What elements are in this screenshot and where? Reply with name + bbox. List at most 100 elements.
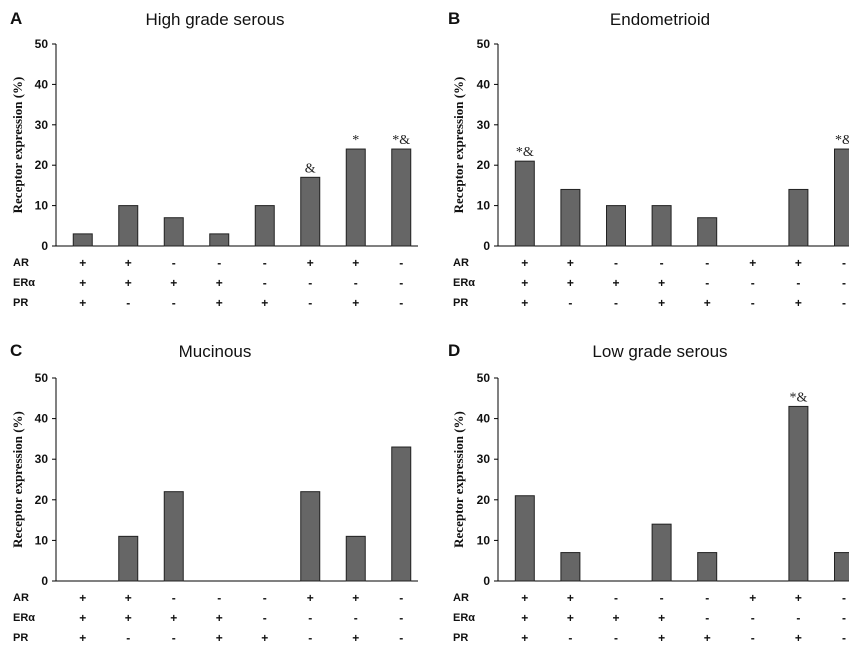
sign-ERα-8: - bbox=[399, 276, 403, 290]
sign-ERα-6: - bbox=[308, 611, 312, 625]
bar-4 bbox=[651, 523, 672, 582]
bar-4 bbox=[209, 233, 230, 247]
bar-7 bbox=[788, 405, 809, 582]
bar-1 bbox=[514, 160, 535, 247]
panel-letter: A bbox=[10, 9, 22, 28]
y-tick-label: 30 bbox=[35, 118, 49, 132]
y-tick-label: 30 bbox=[477, 118, 491, 132]
bar-8 bbox=[834, 148, 849, 247]
y-tick-label: 50 bbox=[35, 37, 49, 51]
sign-ERα-4: + bbox=[216, 276, 223, 290]
significance-annotation: * bbox=[352, 133, 359, 148]
row-label-ERα: ERα bbox=[453, 277, 475, 289]
y-tick-label: 10 bbox=[477, 199, 491, 213]
y-tick-label: 20 bbox=[477, 493, 491, 507]
sign-ERα-6: - bbox=[751, 276, 755, 290]
y-tick-label: 30 bbox=[35, 452, 49, 466]
bar-1 bbox=[514, 495, 535, 582]
y-tick-label: 40 bbox=[35, 412, 49, 426]
sign-AR-5: - bbox=[705, 591, 709, 605]
sign-AR-3: - bbox=[614, 591, 618, 605]
sign-PR-3: - bbox=[172, 296, 176, 310]
sign-ERα-3: + bbox=[612, 611, 619, 625]
y-tick-label: 0 bbox=[41, 574, 48, 588]
sign-PR-5: + bbox=[261, 631, 268, 645]
sign-PR-5: + bbox=[704, 296, 711, 310]
y-tick-label: 0 bbox=[41, 239, 48, 253]
sign-ERα-3: + bbox=[170, 611, 177, 625]
row-label-AR: AR bbox=[13, 592, 29, 604]
bar-3 bbox=[163, 217, 184, 247]
sign-ERα-5: - bbox=[263, 276, 267, 290]
sign-AR-4: - bbox=[660, 591, 664, 605]
y-axis-label: Receptor expression (%) bbox=[451, 411, 466, 548]
bar-2 bbox=[118, 205, 139, 247]
y-tick-label: 0 bbox=[483, 239, 490, 253]
sign-AR-2: + bbox=[125, 256, 132, 270]
sign-PR-6: - bbox=[308, 631, 312, 645]
y-tick-label: 10 bbox=[35, 199, 49, 213]
y-axis-label: Receptor expression (%) bbox=[10, 411, 25, 548]
sign-ERα-6: - bbox=[751, 611, 755, 625]
bar-3 bbox=[606, 205, 626, 247]
y-tick-label: 30 bbox=[477, 452, 491, 466]
panel-letter: D bbox=[448, 341, 460, 360]
significance-annotation: *& bbox=[516, 145, 534, 160]
row-label-PR: PR bbox=[453, 632, 468, 644]
sign-ERα-7: - bbox=[796, 611, 800, 625]
bar-2 bbox=[560, 188, 581, 247]
sign-PR-4: + bbox=[658, 631, 665, 645]
y-tick-label: 20 bbox=[477, 158, 491, 172]
sign-AR-3: - bbox=[172, 591, 176, 605]
sign-AR-7: + bbox=[795, 591, 802, 605]
row-label-ERα: ERα bbox=[13, 612, 35, 624]
row-label-PR: PR bbox=[13, 297, 28, 309]
sign-PR-1: + bbox=[521, 631, 528, 645]
sign-ERα-1: + bbox=[79, 611, 86, 625]
sign-PR-1: + bbox=[521, 296, 528, 310]
sign-ERα-5: - bbox=[705, 611, 709, 625]
row-label-ERα: ERα bbox=[13, 277, 35, 289]
panel-title: Endometrioid bbox=[610, 10, 710, 29]
sign-ERα-7: - bbox=[354, 611, 358, 625]
sign-AR-2: + bbox=[567, 256, 574, 270]
panel-d: D Low grade serous Receptor expression (%)… bbox=[448, 341, 849, 645]
sign-ERα-8: - bbox=[399, 611, 403, 625]
panel-letter: B bbox=[448, 9, 460, 28]
sign-AR-2: + bbox=[125, 591, 132, 605]
bar-7 bbox=[788, 188, 809, 247]
sign-AR-2: + bbox=[567, 591, 574, 605]
sign-PR-8: - bbox=[399, 631, 403, 645]
bar-8 bbox=[391, 446, 412, 582]
sign-AR-8: - bbox=[842, 591, 846, 605]
sign-AR-4: - bbox=[660, 256, 664, 270]
sign-ERα-2: + bbox=[125, 276, 132, 290]
sign-ERα-2: + bbox=[567, 276, 574, 290]
sign-PR-2: - bbox=[126, 631, 130, 645]
sign-AR-8: - bbox=[399, 256, 403, 270]
row-label-ERα: ERα bbox=[453, 612, 475, 624]
significance-annotation: *& bbox=[392, 133, 410, 148]
bar-6 bbox=[300, 491, 321, 582]
bar-3 bbox=[163, 491, 184, 582]
sign-AR-8: - bbox=[842, 256, 846, 270]
y-tick-label: 20 bbox=[35, 158, 49, 172]
significance-annotation: & bbox=[305, 161, 316, 176]
sign-ERα-7: - bbox=[796, 276, 800, 290]
sign-AR-7: + bbox=[795, 256, 802, 270]
sign-PR-8: - bbox=[399, 296, 403, 310]
sign-PR-6: - bbox=[751, 296, 755, 310]
sign-ERα-2: + bbox=[567, 611, 574, 625]
y-axis-label: Receptor expression (%) bbox=[10, 77, 25, 214]
sign-PR-3: - bbox=[614, 631, 618, 645]
row-label-AR: AR bbox=[453, 592, 469, 604]
sign-PR-6: - bbox=[308, 296, 312, 310]
sign-PR-2: - bbox=[568, 296, 572, 310]
sign-ERα-1: + bbox=[521, 611, 528, 625]
bar-5 bbox=[697, 552, 718, 582]
sign-PR-4: + bbox=[216, 296, 223, 310]
sign-AR-3: - bbox=[614, 256, 618, 270]
sign-ERα-1: + bbox=[79, 276, 86, 290]
sign-PR-7: + bbox=[352, 296, 359, 310]
sign-AR-8: - bbox=[399, 591, 403, 605]
